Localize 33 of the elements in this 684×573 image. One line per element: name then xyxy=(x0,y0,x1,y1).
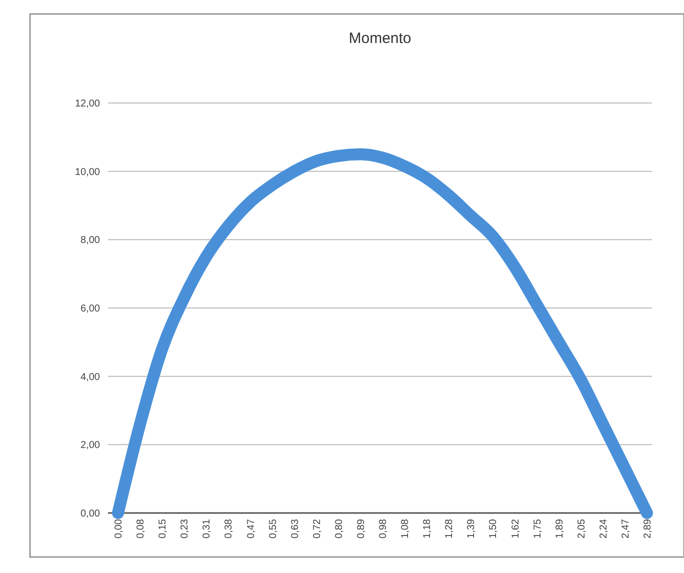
x-tick-label: 0,72 xyxy=(312,518,323,538)
x-tick-label: 1,28 xyxy=(444,518,456,538)
x-tick-label: 1,39 xyxy=(466,518,478,538)
x-tick-label: 1,18 xyxy=(422,518,434,538)
chart-title: Momento xyxy=(348,30,412,47)
y-tick-label: 8,00 xyxy=(80,235,100,246)
x-tick-label: 1,62 xyxy=(510,518,522,538)
x-tick-label: 0,47 xyxy=(246,518,257,538)
x-tick-label: 2,05 xyxy=(576,518,588,538)
y-tick-label: 10,00 xyxy=(74,166,100,178)
y-tick-label: 12,00 xyxy=(74,98,100,110)
x-tick-label: 0,31 xyxy=(202,518,213,538)
x-tick-label: 0,00 xyxy=(114,518,124,538)
x-tick-label: 2,47 xyxy=(620,518,632,538)
x-tick-label: 2,24 xyxy=(598,518,610,538)
x-tick-label: 1,89 xyxy=(554,518,566,538)
x-tick-label: 0,80 xyxy=(334,518,345,538)
x-tick-label: 0,15 xyxy=(158,518,169,538)
x-tick-label: 0,23 xyxy=(180,518,191,538)
y-tick-label: 2,00 xyxy=(80,440,100,452)
x-tick-label: 2,89 xyxy=(642,518,654,538)
y-tick-label: 6,00 xyxy=(80,304,100,314)
x-tick-label: 1,50 xyxy=(488,518,500,538)
x-tick-label: 1,08 xyxy=(400,518,412,538)
x-tick-label: 0,63 xyxy=(290,518,301,538)
y-tick-label: 4,00 xyxy=(80,372,100,383)
x-tick-label: 0,08 xyxy=(136,518,147,538)
x-tick-label: 0,98 xyxy=(378,518,389,538)
y-tick-label: 0,00 xyxy=(80,508,100,520)
x-tick-label: 0,89 xyxy=(356,518,367,538)
x-tick-label: 1,75 xyxy=(532,518,544,538)
x-tick-label: 0,55 xyxy=(268,518,279,538)
x-tick-label: 0,38 xyxy=(224,518,235,538)
